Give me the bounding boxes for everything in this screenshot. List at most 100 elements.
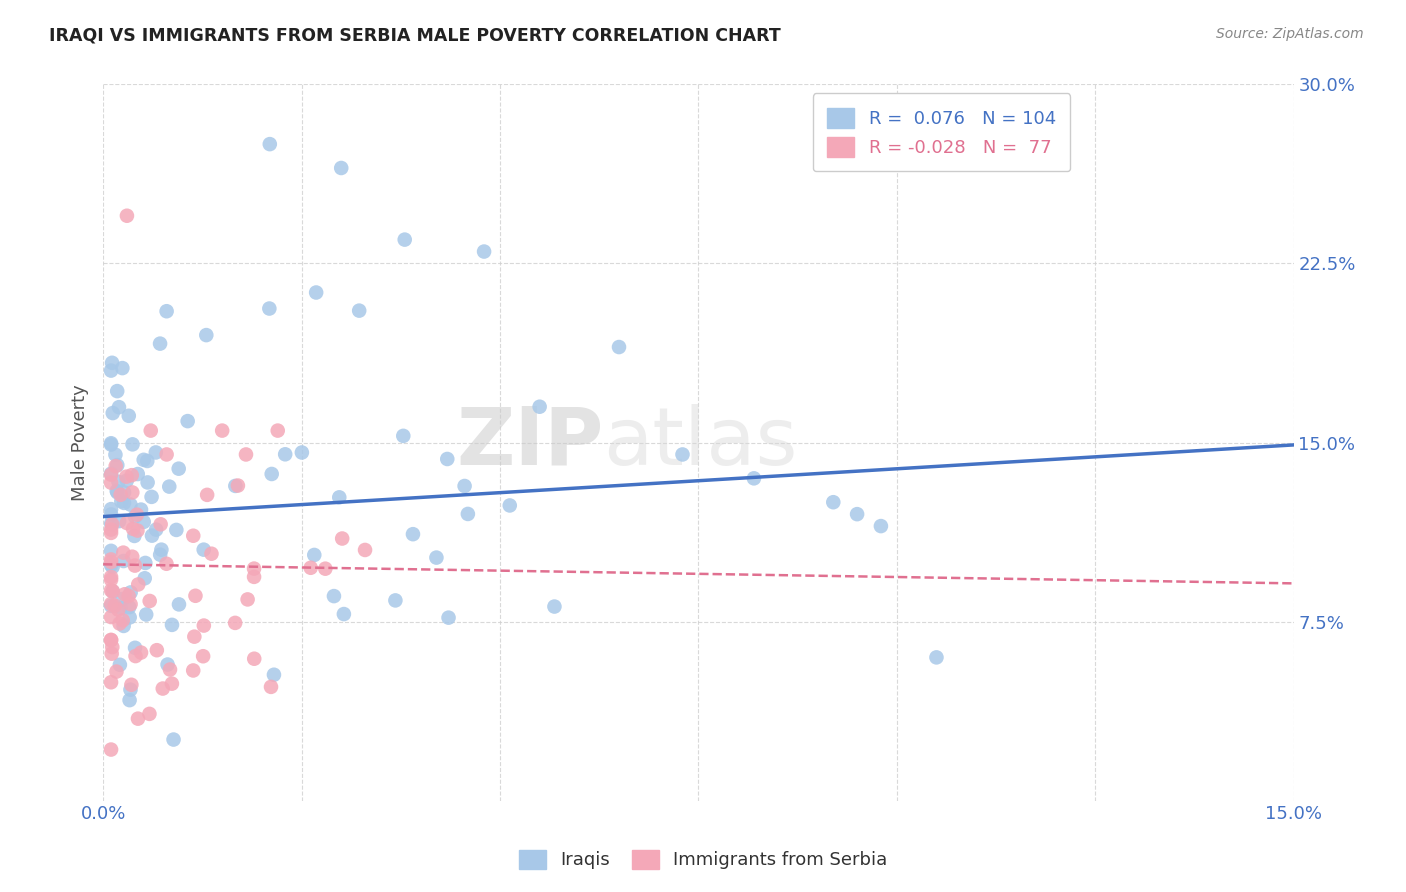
Point — [124, 558, 146, 573]
Point — [132, 453, 155, 467]
Point — [100, 583, 122, 598]
Point — [121, 485, 143, 500]
Point — [260, 467, 283, 481]
Point — [101, 406, 124, 420]
Point — [138, 594, 160, 608]
Point — [267, 424, 290, 438]
Point — [384, 593, 406, 607]
Point — [156, 447, 179, 461]
Point — [101, 517, 124, 532]
Point — [108, 514, 131, 528]
Point — [156, 304, 179, 318]
Point — [117, 589, 139, 603]
Point — [136, 475, 159, 490]
Point — [111, 613, 134, 627]
Point — [150, 542, 173, 557]
Point — [100, 523, 122, 537]
Point — [118, 610, 141, 624]
Point — [105, 665, 128, 679]
Point — [101, 640, 124, 654]
Point — [101, 356, 124, 370]
Point — [111, 361, 134, 376]
Point — [112, 546, 135, 560]
Point — [193, 618, 215, 632]
Point — [100, 502, 122, 516]
Point — [100, 508, 122, 522]
Point — [127, 524, 149, 538]
Point — [437, 610, 460, 624]
Point — [195, 488, 218, 502]
Point — [200, 547, 222, 561]
Point — [100, 437, 122, 451]
Point — [305, 285, 328, 300]
Point — [100, 516, 122, 531]
Point — [274, 447, 297, 461]
Point — [184, 589, 207, 603]
Point — [122, 522, 145, 536]
Point — [165, 523, 187, 537]
Point — [114, 587, 136, 601]
Point — [607, 340, 630, 354]
Point — [499, 499, 522, 513]
Point — [115, 209, 138, 223]
Point — [160, 676, 183, 690]
Point — [118, 409, 141, 423]
Point — [141, 528, 163, 542]
Point — [330, 161, 353, 175]
Point — [100, 467, 122, 481]
Point — [120, 597, 142, 611]
Point — [671, 447, 693, 461]
Point — [529, 400, 551, 414]
Point — [224, 615, 246, 630]
Point — [394, 233, 416, 247]
Point — [149, 336, 172, 351]
Point — [105, 458, 128, 472]
Point — [236, 592, 259, 607]
Point — [129, 502, 152, 516]
Point — [149, 548, 172, 562]
Point — [100, 525, 122, 540]
Point — [124, 649, 146, 664]
Point — [127, 577, 149, 591]
Point — [100, 633, 122, 648]
Point — [104, 448, 127, 462]
Point — [115, 516, 138, 530]
Point — [105, 483, 128, 498]
Point — [124, 529, 146, 543]
Point — [100, 570, 122, 584]
Point — [925, 650, 948, 665]
Point — [107, 475, 129, 489]
Point — [323, 589, 346, 603]
Point — [226, 478, 249, 492]
Point — [100, 544, 122, 558]
Legend: R =  0.076   N = 104, R = -0.028   N =  77: R = 0.076 N = 104, R = -0.028 N = 77 — [813, 94, 1070, 171]
Point — [125, 508, 148, 522]
Point — [107, 603, 129, 617]
Point — [118, 693, 141, 707]
Point — [124, 509, 146, 524]
Point — [224, 479, 246, 493]
Point — [100, 555, 122, 569]
Point — [135, 607, 157, 622]
Point — [134, 571, 156, 585]
Point — [101, 584, 124, 599]
Point — [243, 561, 266, 575]
Text: IRAQI VS IMMIGRANTS FROM SERBIA MALE POVERTY CORRELATION CHART: IRAQI VS IMMIGRANTS FROM SERBIA MALE POV… — [49, 27, 780, 45]
Point — [110, 488, 132, 502]
Point — [159, 663, 181, 677]
Text: ZIP: ZIP — [456, 403, 603, 482]
Point — [112, 619, 135, 633]
Point — [543, 599, 565, 614]
Point — [347, 303, 370, 318]
Point — [121, 437, 143, 451]
Point — [436, 452, 458, 467]
Point — [846, 507, 869, 521]
Point — [110, 494, 132, 508]
Point — [100, 647, 122, 661]
Point — [453, 479, 475, 493]
Point — [100, 467, 122, 482]
Point — [299, 561, 322, 575]
Point — [145, 445, 167, 459]
Point — [823, 495, 845, 509]
Point — [457, 507, 479, 521]
